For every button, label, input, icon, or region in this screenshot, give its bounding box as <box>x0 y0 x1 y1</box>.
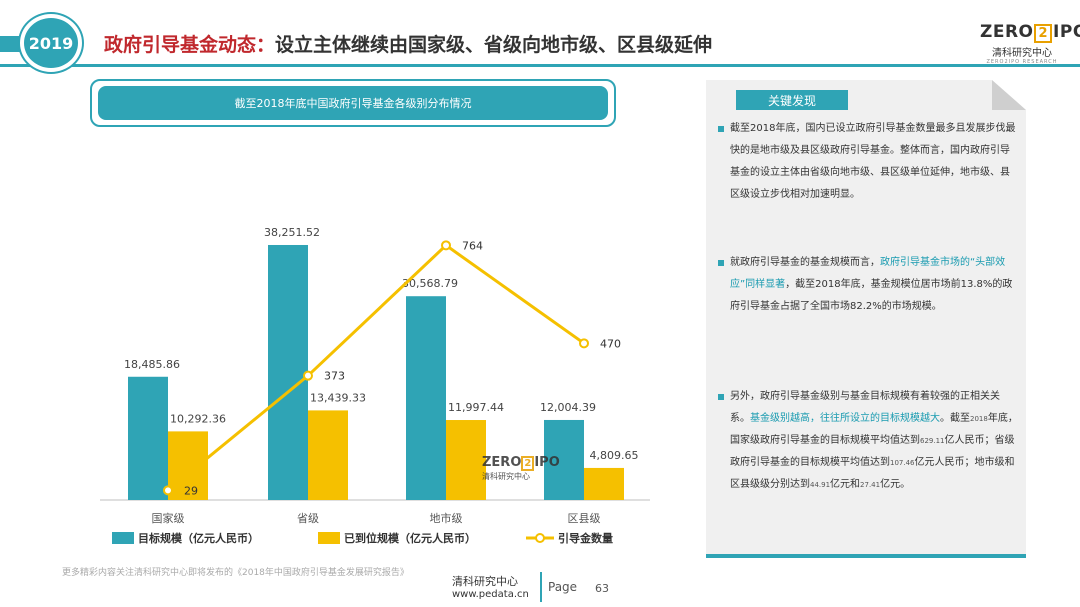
finding-segment: 629.11 <box>920 437 945 445</box>
x-tick-label: 省级 <box>297 512 319 525</box>
title-rest: 设立主体继续由国家级、省级向地市级、区县级延伸 <box>275 34 713 56</box>
finding-segment: 27.41 <box>860 481 881 489</box>
data-label-count: 29 <box>184 484 198 497</box>
finding-text: 截至2018年底，国内已设立政府引导基金数量最多且发展步伐最快的是地市级及县区级… <box>718 118 1018 206</box>
line-point <box>579 338 589 349</box>
finding-item: 截至2018年底，国内已设立政府引导基金数量最多且发展步伐最快的是地市级及县区级… <box>718 118 1018 206</box>
bar-target-scale <box>128 376 168 500</box>
finding-segment: 亿元和 <box>830 479 861 490</box>
logo-text-right: IPO <box>1053 22 1080 42</box>
line-fund-count <box>167 243 585 492</box>
bar-target-scale <box>406 296 446 500</box>
legend-label-paid-in: 已到位规模（亿元人民币） <box>344 531 476 545</box>
x-tick-label: 国家级 <box>152 511 185 525</box>
watermark-text-right: IPO <box>534 455 560 470</box>
data-label-paid-in: 10,292.36 <box>170 412 226 425</box>
data-label-count: 764 <box>462 239 483 252</box>
year-label: 2019 <box>28 33 74 53</box>
data-label-target: 38,251.52 <box>264 226 320 239</box>
finding-highlight: 基金级别越高，往往所设立的目标规模越大 <box>750 413 940 424</box>
finding-segment: 44.91 <box>810 481 831 489</box>
footer-org: 清科研究中心 <box>452 575 518 588</box>
finding-segment: 另外，政府引导基金级别与基金目标规模有着较强的正相关关系。 <box>730 391 1000 424</box>
bar-paid-in-scale <box>308 410 348 500</box>
data-label-target: 30,568.79 <box>402 277 458 290</box>
finding-segment: 亿元。 <box>880 479 911 490</box>
data-label-paid-in: 4,809.65 <box>590 449 639 462</box>
finding-segment: 107.46 <box>890 459 915 467</box>
bullet-icon <box>718 126 724 132</box>
page-label: Page <box>548 580 578 594</box>
x-tick-label: 区县级 <box>568 512 601 525</box>
page-fold-icon <box>992 80 1026 110</box>
bullet-icon <box>718 394 724 400</box>
x-tick-label: 地市级 <box>430 511 463 525</box>
findings-panel <box>706 80 1026 558</box>
data-label-paid-in: 11,997.44 <box>448 401 504 414</box>
finding-segment: ，截至2018年底，基金规模位居市场前13.8%的政府引导基金占据了全国市场82… <box>730 279 1013 312</box>
finding-highlight: 政府引导基金市场的“头部效应”同样显著 <box>730 257 1006 290</box>
bar-target-scale <box>544 419 584 500</box>
finding-item: 另外，政府引导基金级别与基金目标规模有着较强的正相关关系。基金级别越高，往往所设… <box>718 386 1018 496</box>
finding-segment: 年底，国家级政府引导基金的目标规模平均值达到 <box>730 413 1018 446</box>
logo-subtitle-en: ZERO2IPO RESEARCH <box>986 59 1058 65</box>
header-rule <box>0 64 1080 67</box>
data-label-target: 12,004.39 <box>540 401 596 414</box>
legend-swatch-paid-in <box>318 532 340 544</box>
watermark-logo: ZERO 2 IPO 清科研究中心 <box>482 455 560 482</box>
finding-segment: 截至2018年底，国内已设立政府引导基金数量最多且发展步伐最快的是地市级及县区级… <box>730 123 1016 200</box>
bar-paid-in-scale <box>446 420 486 500</box>
bar-paid-in-scale <box>168 431 208 500</box>
legend-label-target: 目标规模（亿元人民币） <box>138 531 259 545</box>
page-title: 政府引导基金动态：设立主体继续由国家级、省级向地市级、区县级延伸 <box>104 30 712 57</box>
header-accent <box>0 36 24 52</box>
bar-paid-in-scale <box>584 467 624 500</box>
finding-item: 就政府引导基金的基金规模而言，政府引导基金市场的“头部效应”同样显著，截至201… <box>718 252 1018 318</box>
finding-segment: 。截至 <box>940 413 970 424</box>
finding-segment: 亿元人民币；地市级和区县级级分别达到 <box>730 457 1015 490</box>
finding-text: 就政府引导基金的基金规模而言，政府引导基金市场的“头部效应”同样显著，截至201… <box>718 252 1018 318</box>
data-label-paid-in: 13,439.33 <box>310 391 366 404</box>
legend-marker-count <box>535 533 545 543</box>
year-badge: 2019 <box>20 14 82 72</box>
title-highlight: 政府引导基金动态： <box>104 34 276 56</box>
line-point <box>441 240 451 251</box>
brand-logo: ZERO2IPO 清科研究中心 ZERO2IPO RESEARCH <box>980 22 1080 65</box>
watermark-subtitle: 清科研究中心 <box>482 472 530 481</box>
findings-tag: 关键发现 <box>736 90 848 110</box>
legend-swatch-target <box>112 532 134 544</box>
page-number: 63 <box>595 582 609 595</box>
data-label-count: 373 <box>324 370 345 383</box>
bar-target-scale <box>268 244 308 500</box>
finding-segment: 亿人民币；省级政府引导基金的目标规模平均值达到 <box>730 435 1015 468</box>
chart-header-frame <box>90 79 616 127</box>
footer-url[interactable]: www.pedata.cn <box>452 589 529 600</box>
footer-divider <box>540 572 542 602</box>
logo-subtitle: 清科研究中心 <box>992 48 1052 59</box>
finding-segment: 2018 <box>970 415 988 423</box>
footer-note: 更多精彩内容关注清科研究中心即将发布的《2018年中国政府引导基金发展研究报告》 <box>62 568 409 578</box>
data-label-target: 18,485.86 <box>124 358 180 371</box>
bar-line-chart: 18,485.86 10,292.36 国家级 38,251.52 13,439.33 省… <box>100 226 650 545</box>
chart-header: 截至2018年底中国政府引导基金各级别分布情况 <box>98 86 608 120</box>
logo-text-mid: 2 <box>1034 24 1053 43</box>
watermark-text-mid: 2 <box>521 456 535 471</box>
finding-text: 另外，政府引导基金级别与基金目标规模有着较强的正相关关系。基金级别越高，往往所设… <box>718 386 1018 496</box>
line-point <box>163 485 173 496</box>
legend-label-count: 引导金数量 <box>558 531 613 545</box>
logo-text-left: ZERO <box>980 22 1034 42</box>
line-point <box>303 370 313 381</box>
bullet-icon <box>718 260 724 266</box>
watermark-text-left: ZERO <box>482 455 522 470</box>
finding-segment: 就政府引导基金的基金规模而言， <box>730 257 880 268</box>
findings-panel-rule <box>706 554 1026 558</box>
data-label-count: 470 <box>600 337 621 350</box>
